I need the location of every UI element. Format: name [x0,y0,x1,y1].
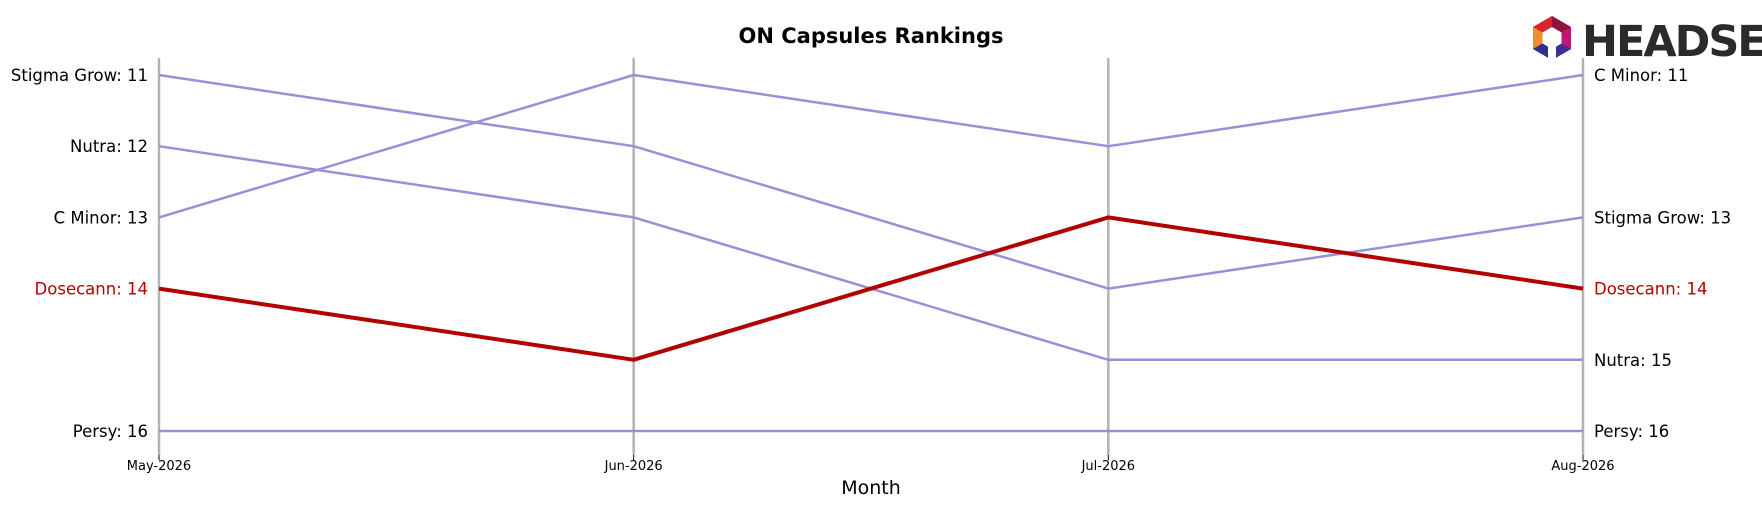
end-label-c-minor: C Minor: 11 [1594,66,1688,85]
x-tick-label: Jul-2026 [1081,459,1135,474]
start-label-persy: Persy: 16 [73,422,148,441]
series-lines [158,73,1584,433]
x-tick-label: Jun-2026 [604,459,663,474]
x-tick-labels: May-2026 Jun-2026 Jul-2026 Aug-2026 [127,455,1615,474]
x-tick-label: May-2026 [127,459,191,474]
series-line-c-minor [158,73,1584,219]
chart-title: ON Capsules Rankings [739,24,1004,48]
end-rank-labels: Stigma Grow: 13 Nutra: 15 C Minor: 11 Dosec… [1594,66,1731,441]
x-tick-label: Aug-2026 [1551,459,1614,474]
brand-logo: HEADSET [1533,16,1762,67]
start-rank-labels: Stigma Grow: 11 Nutra: 12 C Minor: 13 Dosec… [11,66,148,441]
end-label-nutra: Nutra: 15 [1594,351,1672,370]
month-gridlines [157,58,1585,455]
series-line-nutra [158,144,1583,362]
series-line-dosecann [158,215,1584,362]
end-label-stigma-grow: Stigma Grow: 13 [1594,208,1731,227]
end-label-persy: Persy: 16 [1594,422,1669,441]
start-label-nutra: Nutra: 12 [70,137,148,156]
x-axis-title: Month [841,477,901,499]
brand-name: HEADSET [1582,17,1762,67]
start-label-c-minor: C Minor: 13 [54,208,148,227]
headset-hexagon-logo-icon [1533,16,1571,62]
start-label-stigma-grow: Stigma Grow: 11 [11,66,148,85]
start-label-dosecann: Dosecann: 14 [35,280,148,299]
end-label-dosecann: Dosecann: 14 [1594,280,1707,299]
